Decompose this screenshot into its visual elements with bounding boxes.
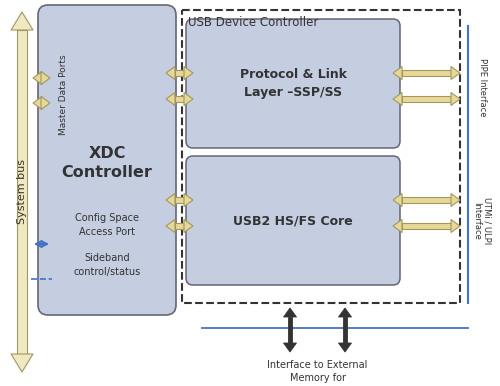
Polygon shape <box>451 66 460 80</box>
Polygon shape <box>175 70 184 76</box>
Polygon shape <box>338 308 351 317</box>
Polygon shape <box>184 220 193 232</box>
Polygon shape <box>451 193 460 207</box>
Polygon shape <box>166 93 175 105</box>
Polygon shape <box>33 96 42 110</box>
Polygon shape <box>175 223 184 229</box>
Polygon shape <box>41 96 50 110</box>
Polygon shape <box>393 193 402 207</box>
Polygon shape <box>284 343 296 352</box>
Polygon shape <box>41 100 42 106</box>
Polygon shape <box>451 220 460 232</box>
Text: USB Device Controller: USB Device Controller <box>188 17 318 29</box>
Text: Config Space
Access Port: Config Space Access Port <box>75 213 139 237</box>
Text: Interface to External
Memory for
Tx/Rx/Retry Buffers: Interface to External Memory for Tx/Rx/R… <box>268 360 368 386</box>
Polygon shape <box>184 93 193 105</box>
Polygon shape <box>33 71 42 85</box>
Polygon shape <box>288 317 292 343</box>
Polygon shape <box>402 223 451 229</box>
Polygon shape <box>18 30 26 354</box>
Polygon shape <box>393 66 402 80</box>
Polygon shape <box>11 12 33 30</box>
Text: UTMi / ULPI
Interface: UTMi / ULPI Interface <box>472 197 492 244</box>
FancyBboxPatch shape <box>38 5 176 315</box>
Polygon shape <box>338 343 351 352</box>
Text: XDC
Controller: XDC Controller <box>62 146 152 180</box>
FancyBboxPatch shape <box>186 156 400 285</box>
Polygon shape <box>451 93 460 105</box>
Text: USB2 HS/FS Core: USB2 HS/FS Core <box>233 214 353 227</box>
Polygon shape <box>393 93 402 105</box>
Text: Sideband
control/status: Sideband control/status <box>74 253 140 277</box>
Polygon shape <box>175 96 184 102</box>
Polygon shape <box>166 220 175 232</box>
Polygon shape <box>402 70 451 76</box>
FancyBboxPatch shape <box>186 19 400 148</box>
Polygon shape <box>284 308 296 317</box>
Polygon shape <box>393 220 402 232</box>
Polygon shape <box>166 193 175 207</box>
Polygon shape <box>175 197 184 203</box>
Polygon shape <box>41 71 50 85</box>
Bar <box>182 10 460 303</box>
Text: PIPE Interface: PIPE Interface <box>478 58 486 116</box>
Polygon shape <box>402 96 451 102</box>
Polygon shape <box>166 66 175 80</box>
Text: Master Data Ports: Master Data Ports <box>60 55 68 135</box>
Polygon shape <box>41 75 42 81</box>
Text: Protocol & Link
Layer –SSP/SS: Protocol & Link Layer –SSP/SS <box>240 68 346 99</box>
Polygon shape <box>402 197 451 203</box>
Polygon shape <box>184 193 193 207</box>
Polygon shape <box>184 66 193 80</box>
Text: System bus: System bus <box>17 159 27 225</box>
Polygon shape <box>11 354 33 372</box>
Polygon shape <box>342 317 347 343</box>
